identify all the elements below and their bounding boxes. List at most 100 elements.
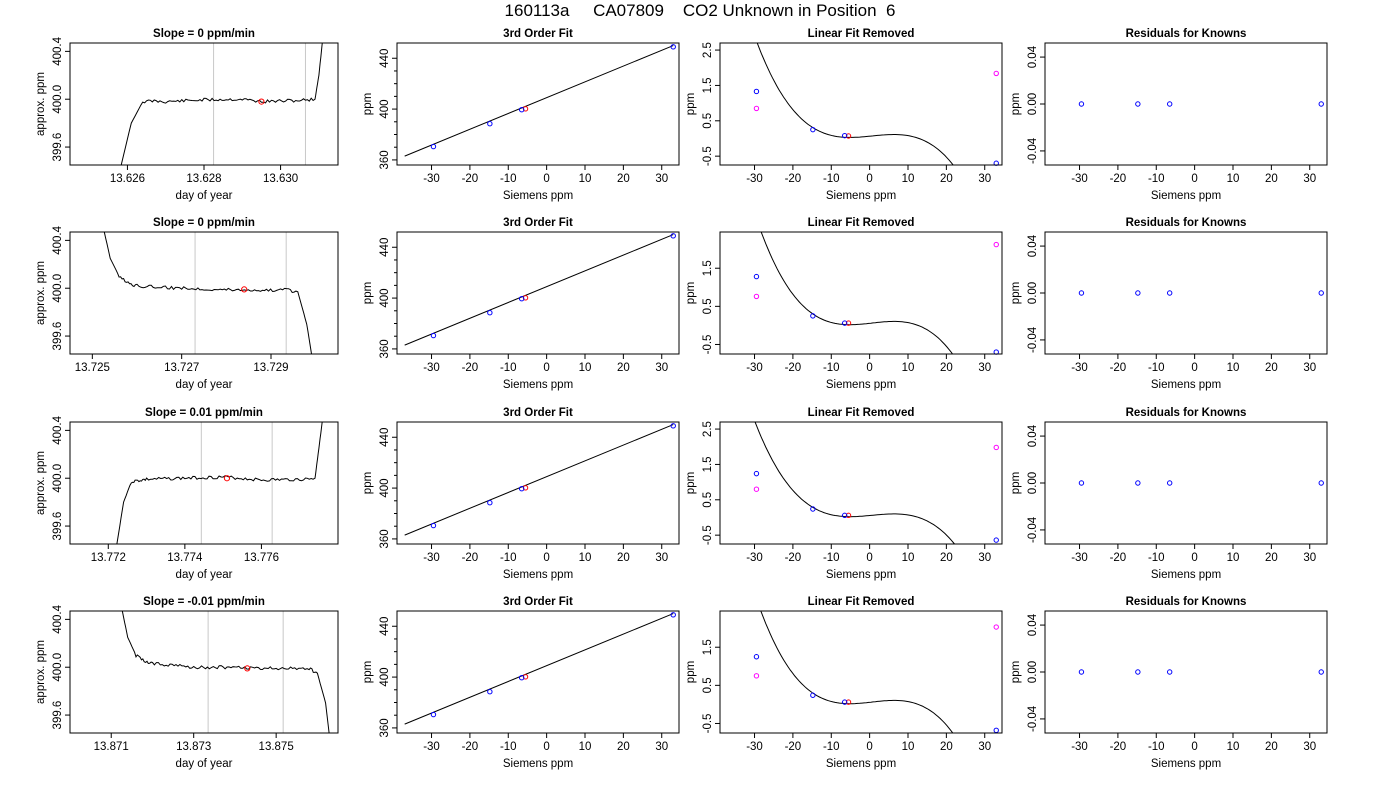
x-tick-label: 13.725: [75, 362, 110, 374]
x-tick-label: -30: [1071, 552, 1088, 564]
y-axis-label: approx. ppm: [35, 261, 47, 325]
panel-row3-slope: Slope = 0.01 ppm/min 13.772 13.774 13.776 39…: [35, 407, 339, 581]
plot-area: [756, 43, 954, 165]
ppm-trace-line: [103, 232, 313, 354]
x-tick-label: -30: [746, 362, 763, 374]
y-tick-label: 360: [379, 339, 391, 358]
fit-curve: [760, 611, 954, 733]
y-tick-label: 0.00: [1027, 661, 1039, 683]
ppm-trace-line: [116, 422, 323, 544]
y-tick-label: -0.04: [1027, 137, 1039, 164]
panel-title: Residuals for Knowns: [1126, 28, 1247, 40]
fit-curve: [760, 232, 954, 354]
known-point: [1318, 480, 1324, 486]
x-tick-label: -20: [1110, 173, 1127, 185]
y-tick-label: 0.04: [1027, 45, 1039, 68]
y-tick-label: 400: [379, 478, 391, 497]
x-tick-label: 30: [1303, 741, 1316, 753]
panel-row2-linres: Linear Fit Removed -30 -20 -10 0 10 20 30 -0.5 0.…: [685, 217, 1003, 391]
plot-area: [404, 424, 674, 536]
panel-row1-slope: Slope = 0 ppm/min 13.626 13.628 13.630 399.6…: [35, 28, 339, 202]
y-axis-label: approx. ppm: [35, 72, 47, 136]
x-axis-label: Siemens ppm: [503, 569, 573, 581]
panel-row3-resid: Residuals for Knowns -30 -20 -10 0 10 20 30 -0.0…: [1010, 407, 1328, 581]
y-tick-label: 360: [379, 150, 391, 169]
known-point: [1166, 290, 1173, 296]
known-point: [993, 727, 999, 734]
x-tick-label: 0: [866, 552, 872, 564]
x-axis-label: day of year: [176, 379, 233, 391]
known-point: [993, 537, 999, 543]
x-tick-label: -10: [1148, 173, 1165, 185]
x-tick-label: -30: [1071, 741, 1088, 753]
x-tick-label: 30: [655, 552, 668, 564]
panel-row2-slope: Slope = 0 ppm/min 13.725 13.727 13.729 399.6…: [35, 217, 339, 391]
x-tick-label: 10: [902, 552, 915, 564]
y-tick-label: 0.04: [1027, 613, 1039, 636]
x-tick-label: -20: [462, 173, 479, 185]
panel-row2-resid: Residuals for Knowns -30 -20 -10 0 10 20 30 -0.0…: [1010, 217, 1328, 391]
y-tick-label: 360: [379, 529, 391, 548]
known-point: [1135, 480, 1141, 486]
fit-curve: [756, 43, 954, 165]
known-point: [430, 711, 437, 718]
x-tick-label: -10: [500, 741, 517, 753]
x-axis-label: Siemens ppm: [826, 379, 896, 391]
known-point: [670, 423, 676, 429]
y-tick-label: 400.0: [52, 653, 64, 682]
fit-line: [404, 45, 674, 157]
fit-line: [404, 424, 674, 536]
x-tick-label: 0: [543, 362, 549, 374]
plot-frame: [719, 610, 1003, 734]
x-tick-label: 0: [543, 552, 549, 564]
unknown-point: [753, 105, 760, 112]
y-axis-label: ppm: [685, 282, 697, 304]
known-point: [1166, 101, 1173, 107]
sample-marker: [223, 475, 231, 482]
y-axis-label: ppm: [685, 472, 697, 494]
y-axis-label: ppm: [362, 93, 374, 115]
panel-row1-fit: 3rd Order Fit -30 -20 -10 0 10 20 30 360 400 440 Si…: [362, 28, 680, 202]
known-point: [1318, 290, 1324, 296]
x-tick-label: 10: [579, 173, 592, 185]
x-tick-label: -10: [823, 552, 840, 564]
x-tick-label: -10: [500, 173, 517, 185]
current-point: [845, 320, 852, 326]
plot-area: [120, 43, 323, 165]
panel-row3-linres: Linear Fit Removed -30 -20 -10 0 10 20 30 -0.5 0.…: [685, 407, 1003, 581]
known-point: [810, 313, 816, 319]
plot-area: [121, 611, 330, 733]
known-point: [430, 522, 437, 529]
x-axis-label: day of year: [176, 758, 233, 770]
y-tick-label: 0.00: [1027, 282, 1039, 304]
x-axis-label: day of year: [176, 190, 233, 202]
y-tick-label: 360: [379, 718, 391, 737]
known-point: [670, 44, 676, 50]
y-tick-label: 440: [379, 617, 391, 636]
y-tick-label: 399.6: [52, 701, 64, 730]
known-point: [841, 132, 848, 139]
x-tick-label: 10: [902, 741, 915, 753]
plot-frame: [396, 421, 680, 545]
x-tick-label: -10: [500, 552, 517, 564]
fit-line: [404, 234, 674, 346]
x-tick-label: 0: [543, 173, 549, 185]
fit-curve: [754, 422, 956, 544]
y-tick-label: 0.04: [1027, 234, 1039, 257]
x-axis-label: Siemens ppm: [826, 569, 896, 581]
x-tick-label: -20: [1110, 362, 1127, 374]
known-point: [841, 512, 848, 519]
x-tick-label: 20: [940, 173, 953, 185]
known-point: [518, 107, 525, 113]
known-point: [1166, 480, 1173, 486]
y-axis-label: ppm: [1010, 472, 1022, 494]
panel-row4-fit: 3rd Order Fit -30 -20 -10 0 10 20 30 360 400 440 Si…: [362, 596, 680, 770]
sample-marker: [241, 286, 248, 293]
x-tick-label: 0: [1191, 173, 1197, 185]
x-axis-label: Siemens ppm: [503, 758, 573, 770]
y-tick-label: 400.0: [52, 464, 64, 493]
y-tick-label: 440: [379, 428, 391, 447]
y-tick-label: 1.5: [702, 456, 714, 472]
y-axis-label: ppm: [362, 472, 374, 494]
x-tick-label: -30: [746, 741, 763, 753]
